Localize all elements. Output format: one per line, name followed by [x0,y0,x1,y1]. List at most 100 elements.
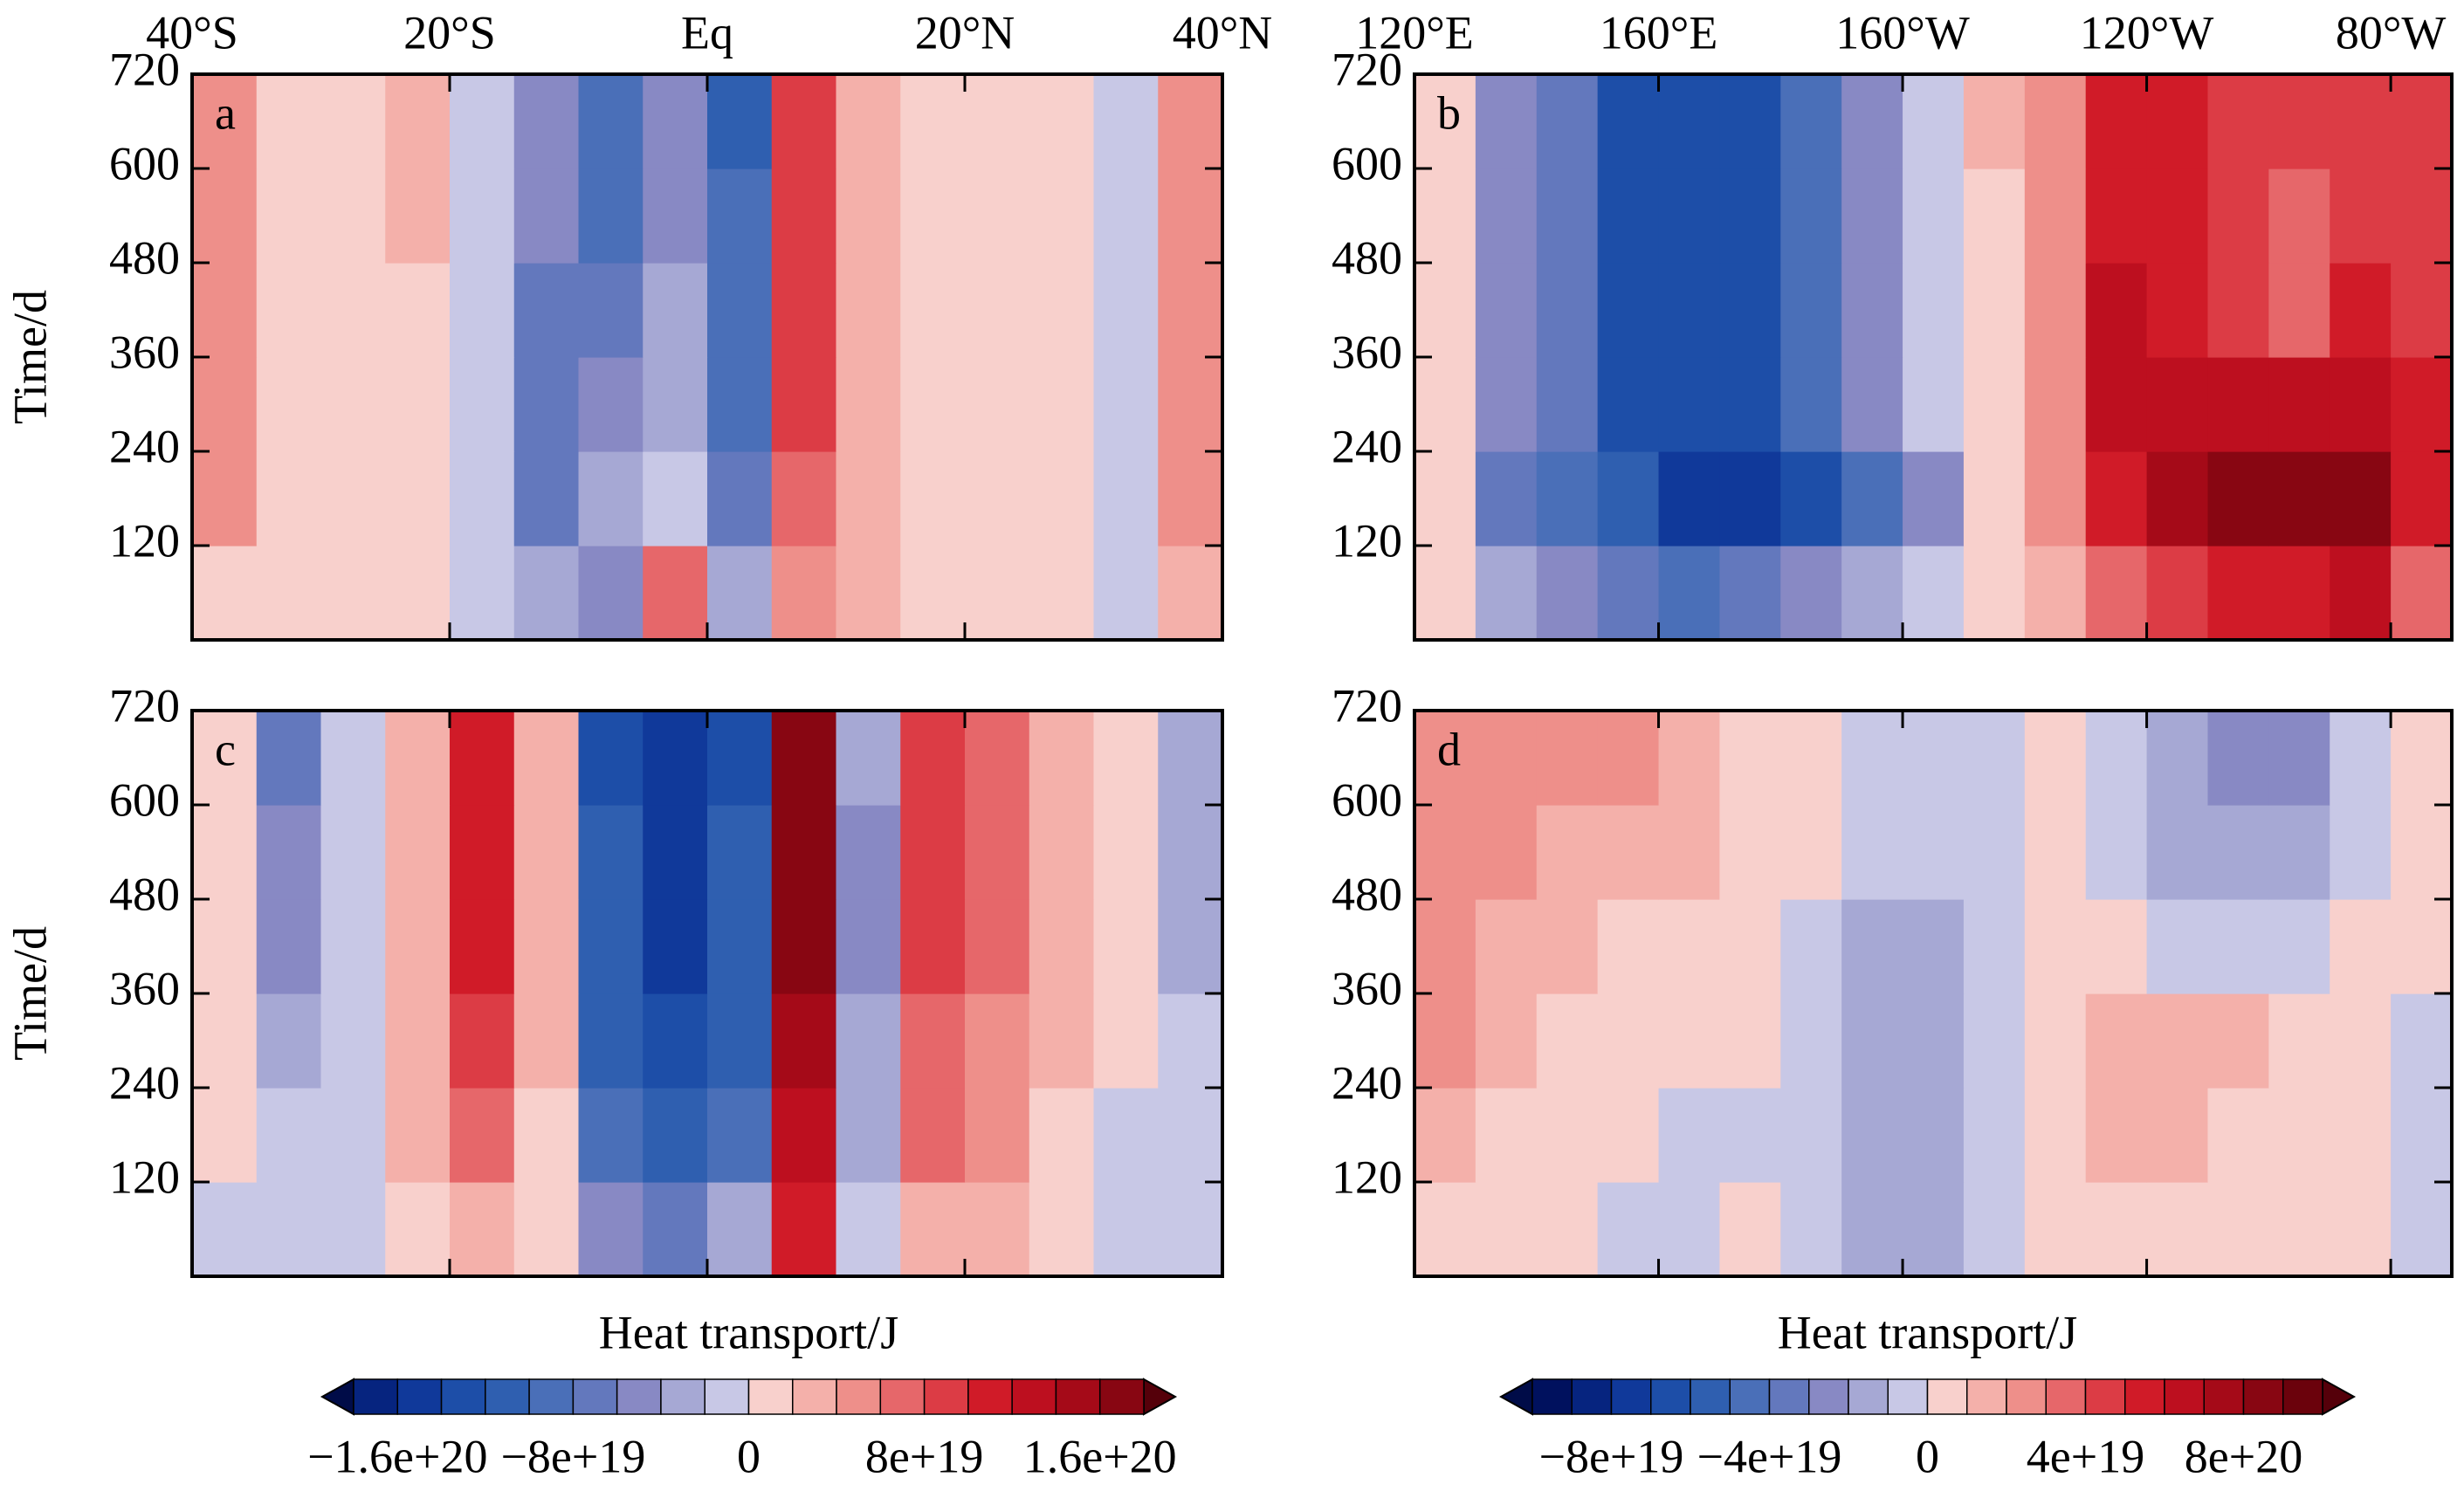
contour-cell [1963,168,2026,264]
contour-cell [578,357,644,452]
contour-cell [1536,451,1599,546]
contour-cell [513,74,580,169]
contour-cell [965,74,1030,169]
panel-label: b [1437,86,1461,139]
contour-cell [2391,899,2453,994]
contour-cell [1158,711,1223,806]
y-tick-label: 480 [1332,868,1402,920]
contour-cell [1780,263,1842,358]
contour-cell [192,899,258,994]
contour-cell [2391,1088,2453,1183]
contour-cell [1536,74,1599,169]
contour-cell [2268,1182,2330,1277]
colorbar-box [1055,1378,1101,1415]
contour-cell [256,168,322,264]
contour-cell [192,546,258,641]
contour-cell [1841,168,1903,264]
contour-cell [513,168,580,264]
contour-cell [2085,1182,2148,1277]
contour-cell [643,1182,708,1277]
contour-cell [1658,1182,1721,1277]
contour-cell [771,899,837,994]
contour-cell [513,1088,580,1183]
y-tick-label: 600 [1332,773,1402,826]
contour-cell [192,1182,258,1277]
contour-cell [2207,546,2269,641]
contour-cell [1903,993,1965,1089]
contour-cell [1158,1088,1223,1183]
contour-cell [578,1182,644,1277]
contour-cell [1158,899,1223,994]
contour-cell [192,1088,258,1183]
y-tick-label: 480 [109,231,180,284]
contour-cell [707,546,773,641]
contour-cell [192,711,258,806]
contour-cell [2207,805,2269,900]
colorbar-box [836,1378,882,1415]
contour-cell [836,74,901,169]
contour-cell [1597,711,1660,806]
contour-cell [1658,546,1721,641]
contour-cell [707,1088,773,1183]
colorbar-box [528,1378,575,1415]
contour-cell [707,899,773,994]
contour-cell [965,1182,1030,1277]
y-tick-label: 720 [109,43,180,95]
x-tick-label: 40°N [1173,6,1273,58]
contour-cell [1963,899,2026,994]
contour-cell [1963,1182,2026,1277]
contour-cell [320,805,386,900]
contour-cell [2268,546,2330,641]
colorbar-box [1690,1378,1731,1415]
contour-cell [1093,357,1159,452]
contour-cell [2085,899,2148,994]
y-axis-label: Time/d [3,926,56,1061]
contour-cell [320,899,386,994]
contour-cell [2085,711,2148,806]
contour-cell [2085,74,2148,169]
contour-cell [1719,74,1781,169]
colorbar-box [2006,1378,2047,1415]
contour-cell [1536,1182,1599,1277]
contour-cell [256,74,322,169]
colorbar-extension [320,1378,354,1416]
contour-cell [900,993,966,1089]
contour-cell [320,546,386,641]
contour-cell [643,168,708,264]
contour-cell [1029,546,1095,641]
contour-cell [385,168,451,264]
panel [192,74,1223,641]
contour-cell [771,357,837,452]
colorbar-box [440,1378,486,1415]
contour-cell [320,263,386,358]
contour-cell [1963,357,2026,452]
contour-cell [1658,805,1721,900]
contour-cell [450,263,515,358]
contour-cell [2146,546,2209,641]
contour-cell [1475,357,1538,452]
contour-cell [450,899,515,994]
contour-cell [1029,899,1095,994]
contour-cell [965,993,1030,1089]
contour-cell [2085,993,2148,1089]
contour-cell [1841,546,1903,641]
contour-cell [1475,899,1538,994]
contour-cell [2330,805,2392,900]
contour-cell [2207,168,2269,264]
contour-cell [1780,899,1842,994]
contour-cell [2207,263,2269,358]
contour-cell [1841,711,1903,806]
contour-cell [256,1182,322,1277]
contour-cell [643,263,708,358]
contour-cell [256,357,322,452]
contour-cell [2085,451,2148,546]
contour-cell [2146,74,2209,169]
contour-cell [1841,1088,1903,1183]
contour-cell [1536,805,1599,900]
contour-cell [2391,993,2453,1089]
contour-cell [2024,993,2087,1089]
contour-cell [1780,74,1842,169]
contour-cell [1903,711,1965,806]
panel-label: a [215,86,236,139]
contour-cell [1963,993,2026,1089]
